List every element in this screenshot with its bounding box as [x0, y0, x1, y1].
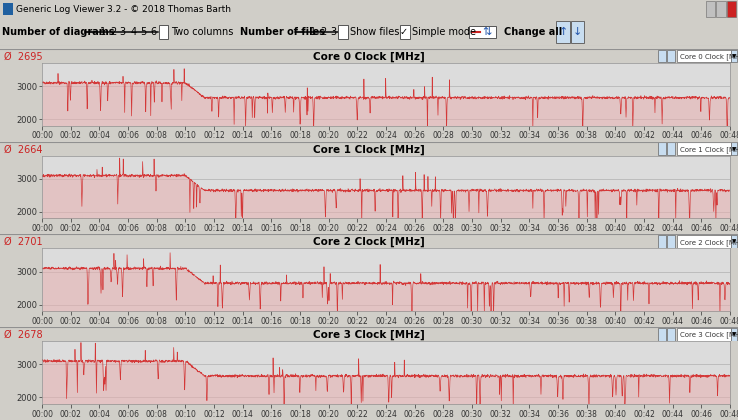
Text: Generic Log Viewer 3.2 - © 2018 Thomas Barth: Generic Log Viewer 3.2 - © 2018 Thomas B…: [16, 5, 231, 13]
Bar: [658, 328, 666, 341]
Text: 2: 2: [320, 27, 326, 37]
Bar: [667, 328, 675, 341]
Text: 2: 2: [111, 27, 117, 37]
Bar: [731, 142, 737, 155]
Text: Core 1 Clock [MHz]: Core 1 Clock [MHz]: [680, 146, 738, 153]
Text: ↑: ↑: [559, 27, 568, 37]
Text: Ø  2695: Ø 2695: [4, 52, 42, 62]
Bar: [731, 235, 737, 248]
Text: Core 1 Clock [MHz]: Core 1 Clock [MHz]: [313, 144, 425, 155]
Text: Change all: Change all: [504, 27, 562, 37]
Bar: [400, 25, 410, 39]
Text: Core 2 Clock [MHz]: Core 2 Clock [MHz]: [313, 237, 425, 247]
Text: ▼: ▼: [732, 240, 736, 245]
Text: ⇅: ⇅: [482, 27, 492, 37]
Bar: [3, 3, 13, 15]
Bar: [338, 25, 348, 39]
Text: ✓: ✓: [399, 27, 407, 37]
Bar: [658, 235, 666, 248]
Bar: [571, 21, 584, 43]
Text: Two columns: Two columns: [171, 27, 234, 37]
Text: ▼: ▼: [732, 147, 736, 152]
Text: Show files: Show files: [350, 27, 399, 37]
Text: ↓: ↓: [573, 27, 582, 37]
Bar: [667, 142, 675, 155]
Bar: [469, 26, 496, 38]
Text: 5: 5: [140, 27, 146, 37]
Bar: [556, 21, 570, 43]
Text: 1: 1: [310, 27, 316, 37]
Bar: [667, 235, 675, 248]
Text: 6: 6: [151, 27, 156, 37]
Bar: [706, 1, 716, 17]
Text: Core 3 Clock [MHz]: Core 3 Clock [MHz]: [313, 330, 425, 340]
Text: Number of diagrams: Number of diagrams: [2, 27, 114, 37]
Text: Core 0 Clock [MHz]: Core 0 Clock [MHz]: [680, 53, 738, 60]
Text: ▼: ▼: [732, 333, 736, 337]
Text: Ø  2701: Ø 2701: [4, 237, 42, 247]
Text: Core 3 Clock [MHz]: Core 3 Clock [MHz]: [680, 331, 738, 339]
Bar: [677, 50, 731, 62]
Bar: [731, 50, 737, 62]
Bar: [731, 328, 737, 341]
Text: Ø  2678: Ø 2678: [4, 330, 42, 340]
Bar: [667, 50, 675, 62]
Bar: [726, 1, 737, 17]
Text: Simple mode: Simple mode: [412, 27, 476, 37]
Text: 3: 3: [120, 27, 125, 37]
Text: 4: 4: [131, 27, 137, 37]
Text: Number of files: Number of files: [240, 27, 325, 37]
Text: Core 2 Clock [MHz]: Core 2 Clock [MHz]: [680, 239, 738, 246]
Bar: [677, 328, 731, 341]
Text: ▼: ▼: [732, 54, 736, 59]
Bar: [677, 235, 731, 248]
Text: 1: 1: [100, 27, 106, 37]
Bar: [677, 142, 731, 155]
Bar: [658, 50, 666, 62]
Bar: [159, 25, 168, 39]
Text: 3: 3: [331, 27, 337, 37]
Text: Ø  2664: Ø 2664: [4, 144, 42, 155]
Bar: [658, 142, 666, 155]
Text: Core 0 Clock [MHz]: Core 0 Clock [MHz]: [313, 52, 425, 62]
Bar: [716, 1, 726, 17]
